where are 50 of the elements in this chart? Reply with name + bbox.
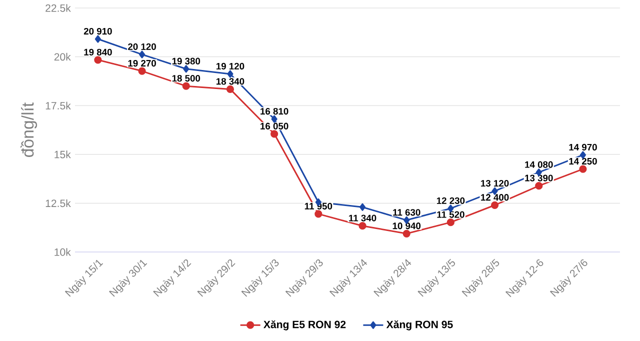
data-label: 11 340 [349,214,376,222]
point [138,67,146,75]
data-label: 10 940 [392,222,421,230]
data-label: 18 340 [216,78,244,85]
point [182,82,190,90]
y-tick-label: 12.5k [46,199,71,208]
y-tick-label: 10k [54,248,71,256]
data-label: 13 390 [525,174,553,182]
data-label: 19 270 [128,60,156,67]
point [535,182,543,190]
y-tick-label: 17.5k [46,102,71,110]
legend-label: Xăng E5 RON 92 [264,320,346,330]
data-label: 20 910 [84,28,112,35]
data-label: 19 380 [172,58,200,64]
point [94,35,101,43]
data-label: 18 500 [172,74,200,82]
point [402,230,410,238]
point [446,218,454,226]
point [227,70,234,78]
data-label: 11 520 [437,211,464,218]
data-label: 14 970 [569,144,597,151]
point [94,56,102,64]
point [358,222,366,230]
data-label: 11 630 [393,209,420,216]
point [138,50,146,58]
data-label: 14 250 [569,158,597,165]
point [314,210,322,218]
data-label: 16 050 [260,122,288,130]
legend-label: Xăng RON 95 [386,320,453,330]
data-label: 19 840 [84,48,112,56]
data-label: 20 120 [128,43,156,50]
point [490,201,499,209]
y-tick-label: 20k [54,52,71,61]
data-label: 14 080 [525,161,553,168]
data-label: 12 230 [436,197,465,204]
point [271,115,278,123]
data-label: 12 400 [481,194,509,201]
point [270,130,278,138]
point [492,187,498,195]
point [226,85,234,94]
y-tick-label: 15k [54,150,71,158]
point [359,203,366,211]
y-axis-title: đồng/lít [20,102,38,157]
data-label: 19 120 [216,62,244,70]
data-label: 16 810 [260,108,288,115]
data-label: 13 120 [481,180,509,187]
y-tick-label: 22.5k [46,4,71,12]
point [579,165,587,173]
point [580,151,586,159]
point [183,65,190,73]
